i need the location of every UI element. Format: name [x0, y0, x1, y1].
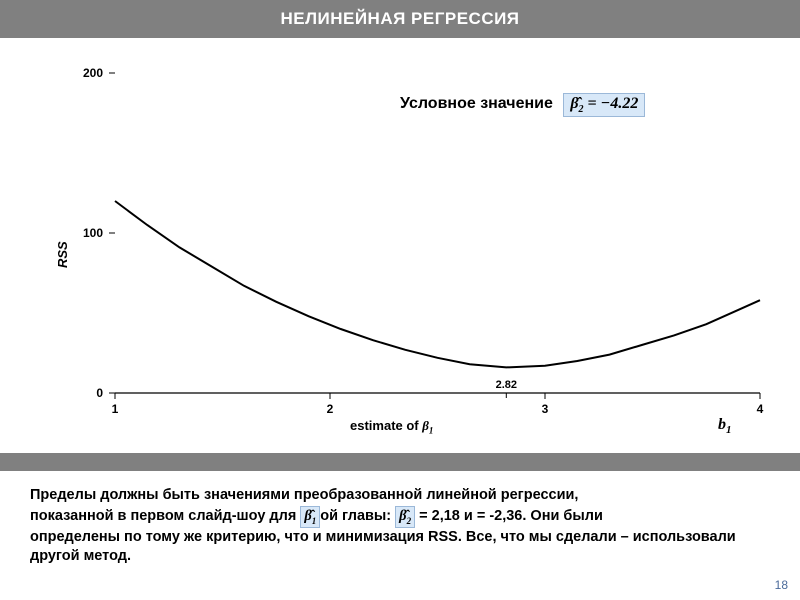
svg-text:3: 3 — [542, 402, 549, 416]
svg-text:100: 100 — [83, 226, 103, 240]
annotation-label: Условное значение — [400, 95, 553, 112]
slide-header: НЕЛИНЕЙНАЯ РЕГРЕССИЯ — [0, 0, 800, 38]
chart-area: 0 100 200 1 2 3 4 2.82 Условное значение β̂2 = … — [0, 38, 800, 453]
y-axis-label: RSS — [55, 241, 70, 268]
svg-text:4: 4 — [757, 402, 764, 416]
x-axis-label-prefix: estimate of — [350, 418, 422, 433]
svg-text:200: 200 — [83, 66, 103, 80]
caption-line2a: показанной в первом слайд-шоу для — [30, 508, 300, 524]
caption-line2c: = 2,18 и = -2,36. Они были — [415, 508, 603, 524]
caption-beta2: β̂2 — [395, 506, 415, 528]
x-axis-label: estimate of β1 — [350, 418, 433, 436]
svg-text:2.82: 2.82 — [496, 379, 517, 391]
caption-line2b: ой главы: — [320, 508, 395, 524]
caption-line3: определены по тому же критерию, что и ми… — [30, 529, 736, 565]
slide-title: НЕЛИНЕЙНАЯ РЕГРЕССИЯ — [280, 9, 519, 29]
svg-text:2: 2 — [327, 402, 334, 416]
svg-text:1: 1 — [112, 402, 119, 416]
caption-text: Пределы должны быть значениями преобразо… — [0, 471, 800, 567]
caption-line1: Пределы должны быть значениями преобразо… — [30, 487, 578, 503]
annotation-formula: β̂2 = −4.22 — [563, 93, 645, 117]
divider — [0, 453, 800, 471]
svg-text:0: 0 — [96, 386, 103, 400]
annotation-conditional-value: Условное значение β̂2 = −4.22 — [400, 93, 645, 117]
caption-beta1: β̂1 — [300, 506, 320, 528]
page-number: 18 — [775, 578, 788, 592]
b1-symbol: b1 — [718, 416, 732, 436]
x-axis-label-symbol: β1 — [422, 418, 433, 433]
